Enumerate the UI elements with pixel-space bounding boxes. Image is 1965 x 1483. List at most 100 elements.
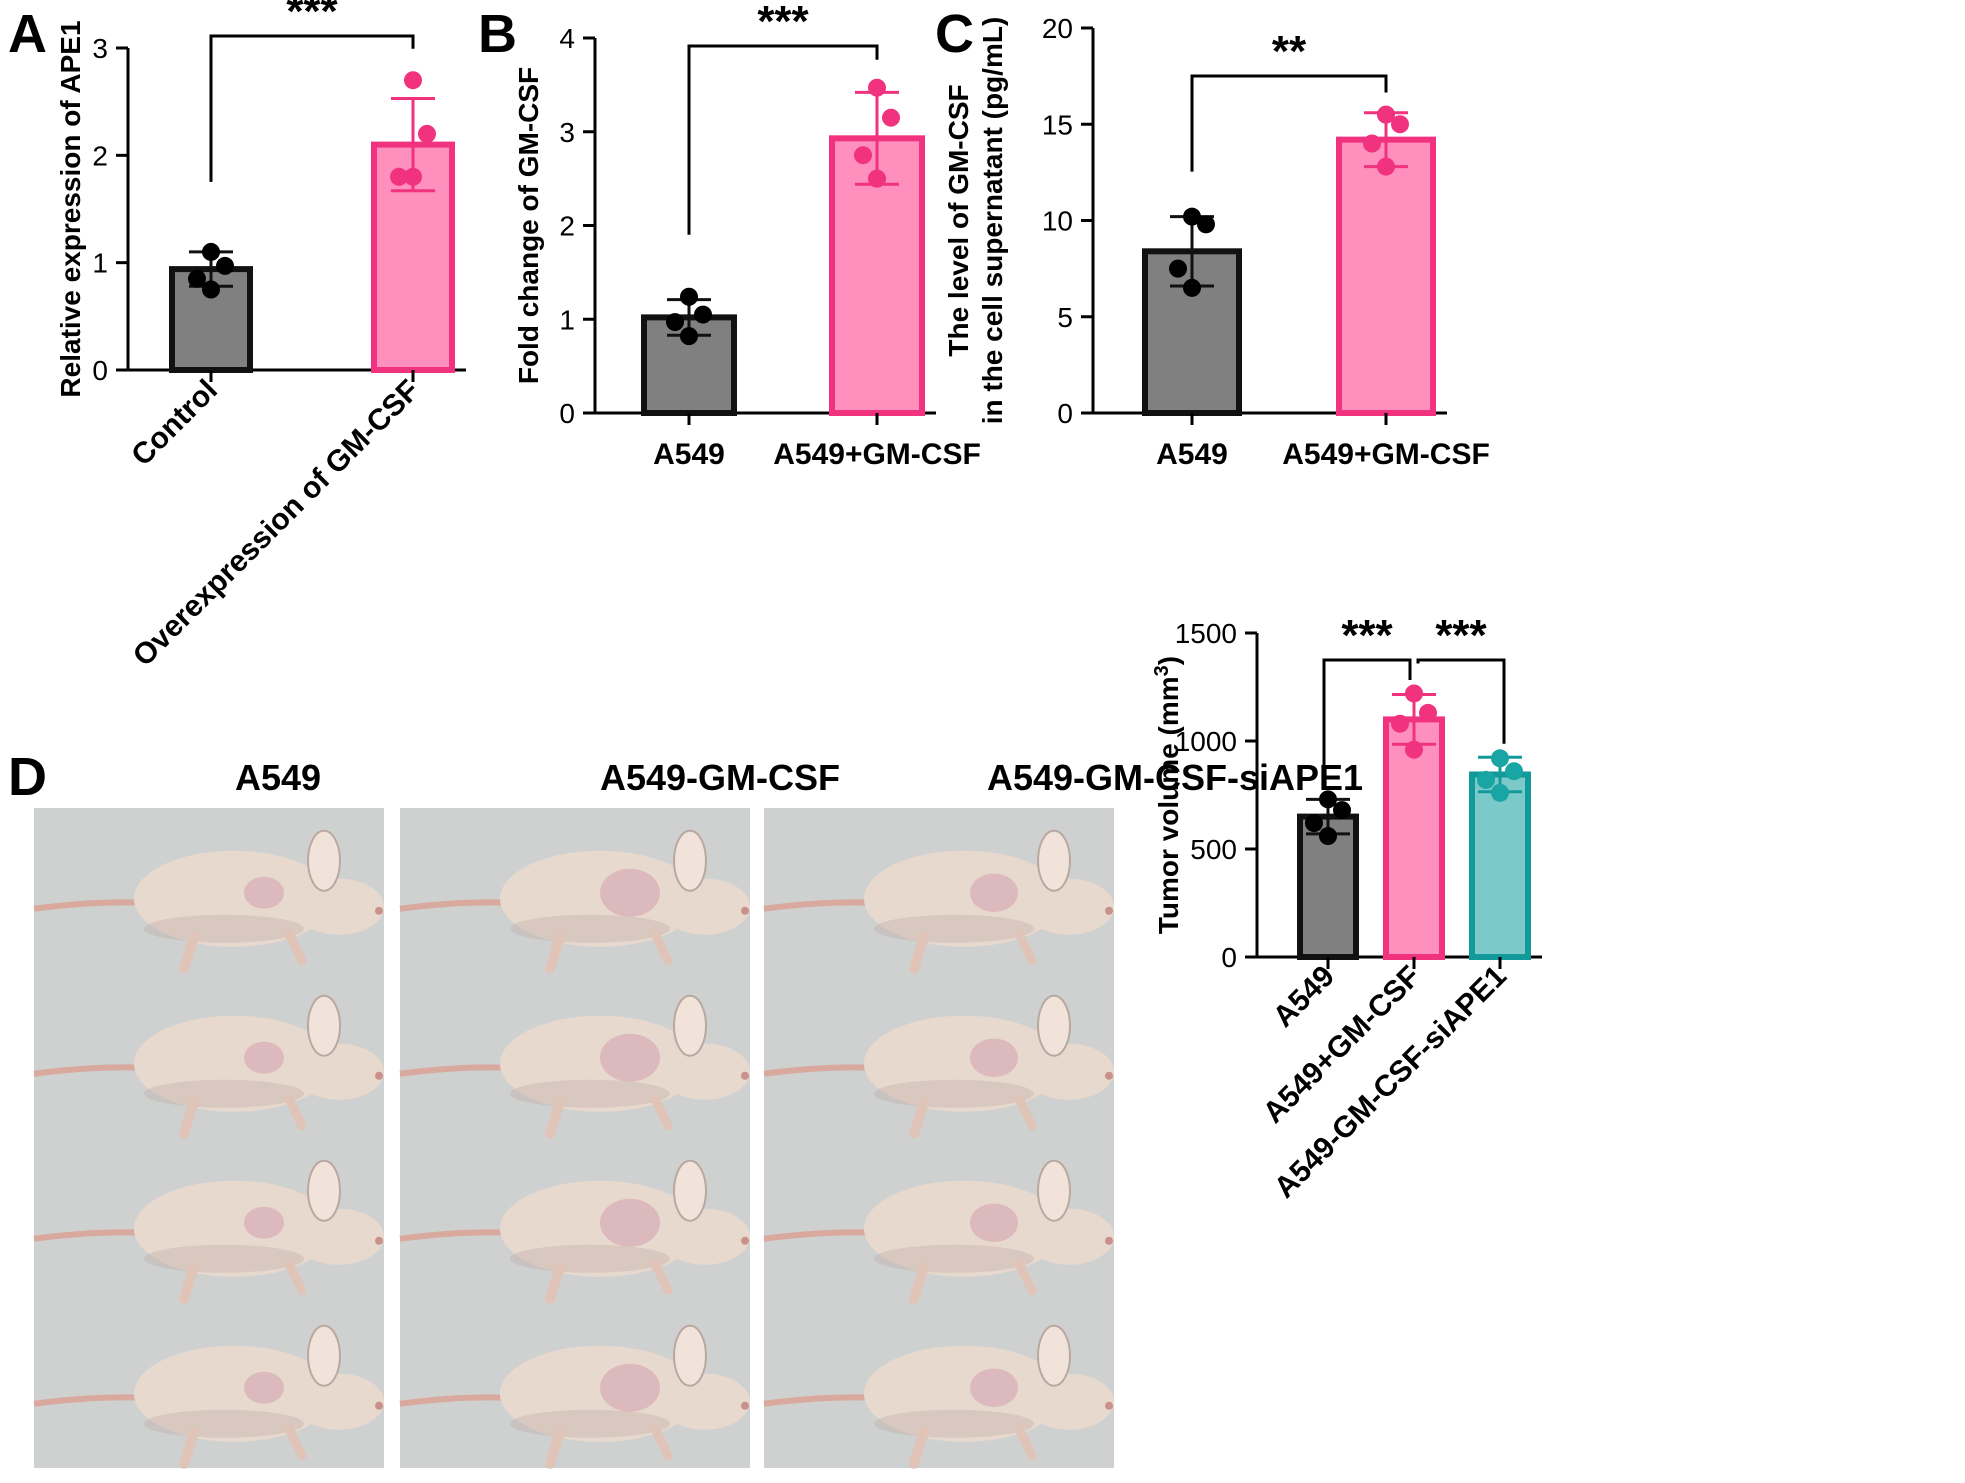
chart-a-category-label-control: Control [125, 374, 224, 473]
chart-a-data-point-overexpression-of-gm-csf [390, 167, 408, 186]
chart-a-y-tick-label: 0 [92, 355, 108, 386]
panel-letter-b: B [478, 4, 517, 64]
chart-d-significance-label: *** [1341, 611, 1393, 660]
mouse-leg [284, 1424, 307, 1461]
mouse-tail [399, 1394, 511, 1407]
mouse-tail [399, 1229, 511, 1242]
mouse-leg [1014, 1094, 1037, 1131]
mouse-belly-shadow [510, 914, 670, 943]
mouse-body [500, 1015, 700, 1112]
mouse-nose [375, 1236, 383, 1245]
chart-a-data-point-control [188, 269, 206, 288]
mouse-ear [1037, 1159, 1071, 1222]
mouse-leg [179, 1426, 199, 1469]
mouse-tail [33, 1394, 145, 1407]
mouse-body [134, 1180, 334, 1277]
mouse [33, 994, 384, 1139]
mouse-leg [179, 931, 199, 974]
mouse-ear [307, 829, 341, 892]
chart-b-data-point-a549-gm-csf [882, 108, 900, 127]
mouse [763, 994, 1114, 1139]
chart-d-data-point-a549 [1319, 827, 1337, 846]
mouse-body [500, 1345, 700, 1442]
mouse [763, 829, 1114, 974]
mouse-body [864, 1015, 1064, 1112]
mouse-leg [1014, 929, 1037, 966]
photo-caption-a549-gm-csf-siape1: A549-GM-CSF-siAPE1 [987, 757, 1363, 798]
chart-d-bar-a549-gm-csf-siape1 [1469, 771, 1531, 960]
mouse-leg [909, 931, 929, 974]
mouse-nose [375, 1401, 383, 1410]
mouse-tail [763, 1064, 875, 1077]
photo-caption-a549-gm-csf: A549-GM-CSF [600, 757, 840, 798]
chart-a-y-tick-label: 3 [92, 33, 108, 64]
chart-d-y-tick-label: 1000 [1175, 726, 1237, 757]
chart-b-data-point-a549-gm-csf [868, 78, 886, 97]
chart-c-data-point-a549-gm-csf [1391, 115, 1409, 134]
mouse-tumor [970, 1038, 1018, 1077]
mouse-leg [545, 1261, 565, 1304]
chart-c-bar-a549-gm-csf [1336, 136, 1436, 416]
chart-d-category-label-a549: A549 [1267, 960, 1341, 1034]
mouse-nose [375, 906, 383, 915]
mouse-leg [650, 1094, 673, 1131]
mouse-belly-shadow [874, 1244, 1034, 1273]
chart-c-y-axis-label-line: The level of GM-CSF [943, 84, 974, 356]
chart-a-data-point-control [202, 280, 220, 299]
mouse-nose [1105, 1236, 1113, 1245]
chart-d-category-label-a549-gm-csf: A549+GM-CSF [1257, 960, 1427, 1130]
chart-a-data-point-overexpression-of-gm-csf [418, 124, 436, 143]
mouse-head [660, 878, 750, 935]
mouse-head [660, 1373, 750, 1430]
mouse-leg [909, 1261, 929, 1304]
mouse-belly-shadow [510, 1079, 670, 1108]
chart-c-category-label-a549: A549 [1156, 438, 1228, 471]
chart-c-y-axis-label: The level of GM-CSF in the cell supernata… [943, 17, 1008, 425]
mouse-ear [673, 1324, 707, 1387]
chart-b-data-point-a549 [694, 305, 712, 324]
mouse [399, 1324, 750, 1469]
chart-c-significance-label: ** [1272, 27, 1307, 76]
chart-d-data-point-a549-gm-csf [1391, 714, 1409, 733]
mouse-photo-a549 [33, 808, 384, 1469]
chart-a-significance-label: *** [286, 0, 338, 36]
mouse-belly-shadow [874, 914, 1034, 943]
mouse-leg [650, 1259, 673, 1296]
mouse-body [500, 850, 700, 947]
mouse-photo-a549-gm-csf-siape1 [763, 808, 1114, 1469]
chart-b-data-point-a549-gm-csf [868, 169, 886, 188]
chart-a-y-axis-label: Relative expression of APE1 [55, 20, 86, 397]
mouse-head [294, 1208, 384, 1265]
chart-b-y-axis-label-line: Fold change of GM-CSF [513, 67, 544, 384]
chart-d-y-tick-label: 1500 [1175, 618, 1237, 649]
mouse-leg [179, 1096, 199, 1139]
panel-letter-c: C [935, 4, 974, 64]
mouse-head [294, 878, 384, 935]
chart-d-significance-bracket [1322, 658, 1412, 770]
mouse-nose [1105, 1071, 1113, 1080]
mouse-leg [909, 1426, 929, 1469]
mouse-leg [650, 929, 673, 966]
chart-d-y-axis-label: Tumor volume (mm3) [1151, 656, 1184, 934]
chart-b-y-tick-label: 1 [559, 304, 575, 335]
chart-a-y-axis-label-line: Relative expression of APE1 [55, 20, 86, 397]
mouse-tumor [600, 1033, 660, 1082]
chart-d-data-point-a549 [1305, 814, 1323, 833]
chart-a-y-tick-label: 1 [92, 248, 108, 279]
mouse-body [864, 1345, 1064, 1442]
mouse-belly-shadow [874, 1409, 1034, 1438]
mouse-nose [1105, 906, 1113, 915]
mouse-leg [284, 929, 307, 966]
chart-a-data-point-overexpression-of-gm-csf [404, 71, 422, 90]
chart-d-significance-bracket [1416, 658, 1506, 744]
mouse [33, 1159, 384, 1304]
chart-c-data-point-a549 [1169, 259, 1187, 278]
mouse-body [864, 1180, 1064, 1277]
chart-b: 0 1 2 3 4 Fold change of GM-CSF A549 A549+GM-CS… [513, 0, 981, 471]
chart-c-significance-bracket [1190, 74, 1388, 172]
mouse-tumor [244, 1206, 284, 1239]
mouse [763, 1324, 1114, 1469]
mouse-ear [673, 829, 707, 892]
